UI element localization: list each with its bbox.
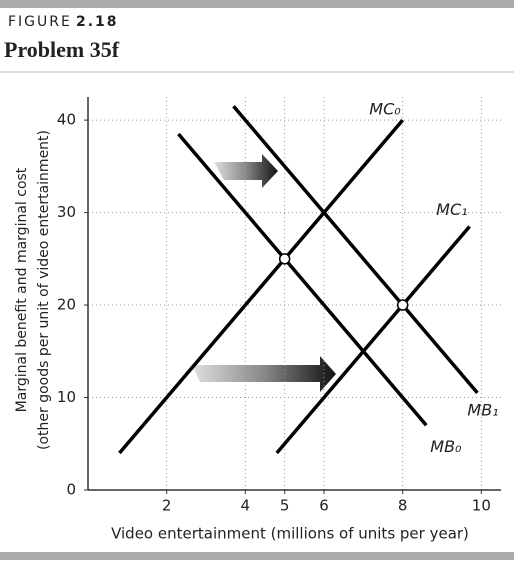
y-tick-label: 30: [57, 203, 76, 221]
chart-title: Problem 35f: [4, 37, 120, 62]
line: [275, 225, 471, 455]
figure-label: FIGURE: [8, 14, 72, 30]
shift-arrow: [192, 356, 336, 392]
x-axis-label: Video entertainment (millions of units p…: [111, 525, 469, 543]
line-label: MC₁: [436, 200, 467, 219]
bottom-bar: [0, 552, 514, 560]
x-tick-label: 4: [241, 497, 251, 515]
x-tick-label: 8: [398, 497, 408, 515]
y-axis-label: Marginal benefit and marginal cost: [14, 167, 30, 412]
line-label: MB₁: [467, 400, 498, 419]
y-tick-label: 0: [66, 481, 76, 499]
line: [118, 118, 404, 455]
y-axis-label: (other goods per unit of video entertain…: [36, 130, 52, 450]
shift-arrow: [214, 154, 278, 188]
line-label: MC₀: [369, 100, 401, 119]
figure-number: 2.18: [76, 14, 119, 30]
x-tick-label: 2: [162, 497, 172, 515]
top-bar: [0, 0, 514, 8]
line-label: MB₀: [430, 437, 462, 456]
x-tick-label: 5: [280, 497, 290, 515]
y-tick-label: 20: [57, 296, 76, 314]
line: [232, 105, 479, 395]
x-tick-label: 6: [319, 497, 329, 515]
line: [177, 132, 428, 427]
equilibrium-point: [278, 253, 291, 265]
y-tick-label: 10: [57, 388, 76, 406]
x-tick-label: 10: [472, 497, 491, 515]
equilibrium-point: [396, 299, 409, 311]
y-tick-label: 40: [57, 111, 76, 129]
